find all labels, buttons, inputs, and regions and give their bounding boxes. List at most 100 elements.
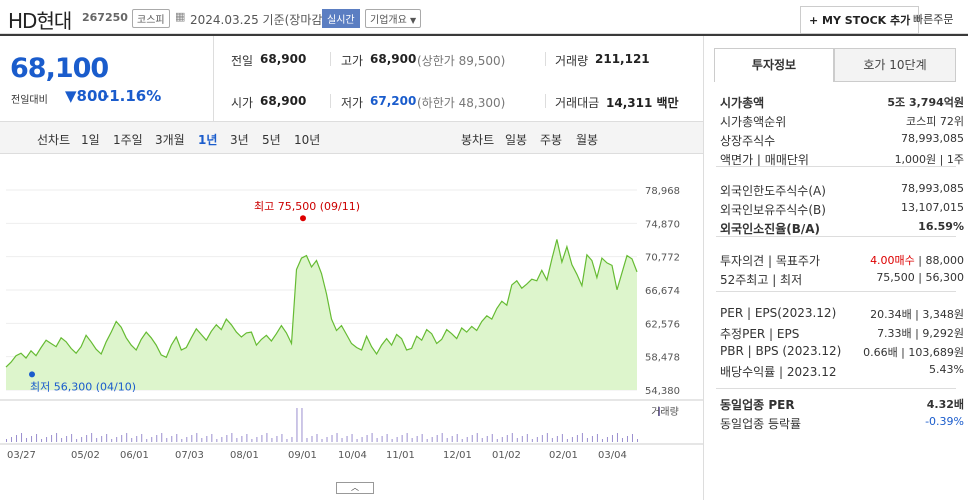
volume-bar [306, 438, 308, 442]
volume-bar [581, 433, 583, 442]
info-value-text: 78,993,085 [901, 132, 964, 145]
volume-bar [516, 438, 518, 442]
info-value: 13,107,015 [901, 201, 964, 214]
volume-legend-swatch [658, 407, 660, 416]
info-value: 75,500 | 56,300 [876, 271, 964, 284]
volume-bar [126, 433, 128, 442]
volume-bar [151, 437, 153, 442]
tab-invest-info[interactable]: 투자정보 [714, 48, 834, 82]
header-divider [0, 34, 968, 36]
volume-bar [301, 408, 303, 442]
collapse-chevron-up-icon[interactable]: ︿ [336, 482, 374, 494]
volume-bar [121, 435, 123, 442]
volume-bar [311, 436, 313, 442]
stock-name: HD현대 [8, 9, 72, 33]
period-10y[interactable]: 10년 [294, 133, 321, 147]
volume-bar [226, 435, 228, 442]
info-key: 투자의견 | 목표주가 [720, 254, 820, 268]
info-key: 추정PER | EPS [720, 327, 800, 341]
volume-bar [546, 433, 548, 442]
candle-monthly[interactable]: 월봉 [576, 133, 599, 147]
info-key: 배당수익률 | 2023.12 [720, 365, 837, 379]
volume-bar [556, 436, 558, 442]
volume-bar [391, 439, 393, 442]
volume-bar [246, 434, 248, 442]
info-key: 상장주식수 [720, 134, 776, 148]
volume-bar [381, 436, 383, 442]
period-1w[interactable]: 1주일 [113, 133, 143, 147]
volume-bar [221, 437, 223, 442]
period-1y[interactable]: 1년 [198, 133, 218, 147]
realtime-button[interactable]: 실시간 [322, 9, 360, 28]
period-1d[interactable]: 1일 [81, 133, 100, 147]
opinion-value: 4.00매수 [870, 254, 915, 267]
prev-close-label: 전일 [231, 54, 254, 68]
volume-bar [496, 439, 498, 442]
divider [330, 94, 331, 108]
volume-bar [106, 434, 108, 442]
volume-bar [21, 433, 23, 442]
divider [545, 94, 546, 108]
volume-bar [366, 435, 368, 442]
info-value: 78,993,085 [901, 132, 964, 145]
volume-bar [131, 438, 133, 442]
volume-bar [71, 434, 73, 442]
volume-bar [286, 439, 288, 442]
panel-divider [716, 236, 956, 237]
volume-bar [446, 438, 448, 442]
volume-bar [231, 433, 233, 442]
volume-bar [486, 436, 488, 442]
volume-bar [216, 439, 218, 442]
volume-bar [451, 436, 453, 442]
volume-bar [566, 439, 568, 442]
volume-bar [111, 439, 113, 442]
calendar-icon: ▦ [175, 10, 186, 23]
tab-quote-10[interactable]: 호가 10단계 [834, 48, 956, 82]
y-tick-label: 54,380 [645, 386, 680, 397]
volume-bar [36, 434, 38, 442]
volume-bar [91, 433, 93, 442]
my-stock-add-button[interactable]: + MY STOCK 추가 [800, 6, 920, 34]
price-chart[interactable]: 78,968 74,870 70,772 66,674 62,576 58,478 54,3… [0, 154, 703, 500]
lower-limit: (하한가 48,300) [417, 96, 506, 110]
quick-order-button[interactable]: 빠른주문 [913, 13, 954, 26]
change-percent: -1.16% [103, 87, 162, 105]
volume-bar [536, 437, 538, 442]
info-value-text: 16.59% [918, 220, 964, 233]
company-info-label: 기업개요 [370, 15, 407, 26]
x-tick-label: 03/04 [598, 450, 627, 461]
y-tick-label: 62,576 [645, 319, 680, 330]
volume-bar [96, 438, 98, 442]
volume-bar [336, 433, 338, 442]
volume-bar [471, 435, 473, 442]
x-tick-label: 12/01 [443, 450, 472, 461]
price-summary: 68,100 전일대비 ▼800 -1.16% 전일 68,900 고가 68,… [0, 36, 703, 122]
open-label: 시가 [231, 96, 254, 110]
summary-divider [213, 36, 214, 122]
info-value: 7.33배 | 9,292원 [877, 325, 964, 341]
x-tick-label: 03/27 [7, 450, 36, 461]
volume-bar [166, 438, 168, 442]
period-5y[interactable]: 5년 [262, 133, 281, 147]
volume-bar [281, 434, 283, 442]
amount-unit: 백만 [656, 96, 679, 110]
x-tick-label: 07/03 [175, 450, 204, 461]
volume-bar [236, 438, 238, 442]
volume-bar [386, 434, 388, 442]
min-label: 최저 56,300 (04/10) [30, 380, 136, 393]
open-value: 68,900 [260, 94, 307, 108]
company-info-button[interactable]: 기업개요 ▼ [365, 9, 422, 28]
volume-bar [376, 438, 378, 442]
info-value-text: 0.66배 | 103,689원 [863, 346, 964, 359]
date-text: 2024.03.25 기준(장마감) [190, 11, 327, 28]
candle-weekly[interactable]: 주봉 [540, 133, 563, 147]
candle-daily[interactable]: 일봉 [505, 133, 528, 147]
volume-bar [271, 438, 273, 442]
amount-label: 거래대금 [555, 96, 600, 110]
volume-bar [396, 437, 398, 442]
period-3m[interactable]: 3개월 [155, 133, 185, 147]
volume-bar [261, 435, 263, 442]
volume-bar [66, 436, 68, 442]
period-3y[interactable]: 3년 [230, 133, 249, 147]
volume-bar [266, 433, 268, 442]
